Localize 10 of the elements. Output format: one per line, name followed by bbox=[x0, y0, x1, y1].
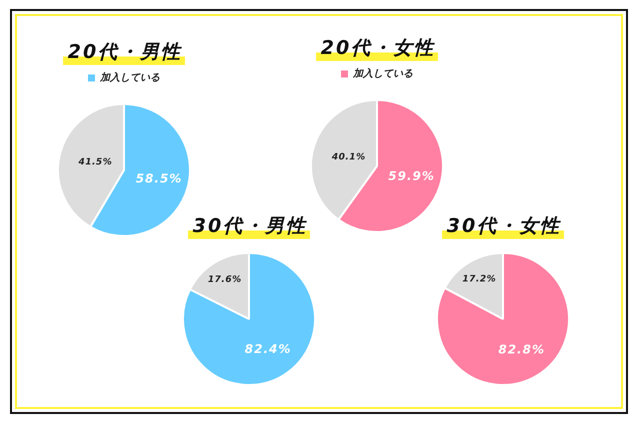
data-label: 40.1% bbox=[330, 152, 366, 162]
data-label: 58.5% bbox=[136, 172, 182, 186]
data-label: 59.9% bbox=[388, 169, 435, 184]
data-label: 82.4% bbox=[244, 342, 292, 356]
data-label: 82.8% bbox=[498, 342, 545, 356]
legend-label: 加入している bbox=[99, 72, 160, 84]
data-label: 41.5% bbox=[77, 158, 112, 168]
data-label: 17.6% bbox=[208, 275, 242, 286]
data-label: 17.2% bbox=[462, 274, 496, 285]
legend-label: 加入している bbox=[352, 68, 413, 80]
